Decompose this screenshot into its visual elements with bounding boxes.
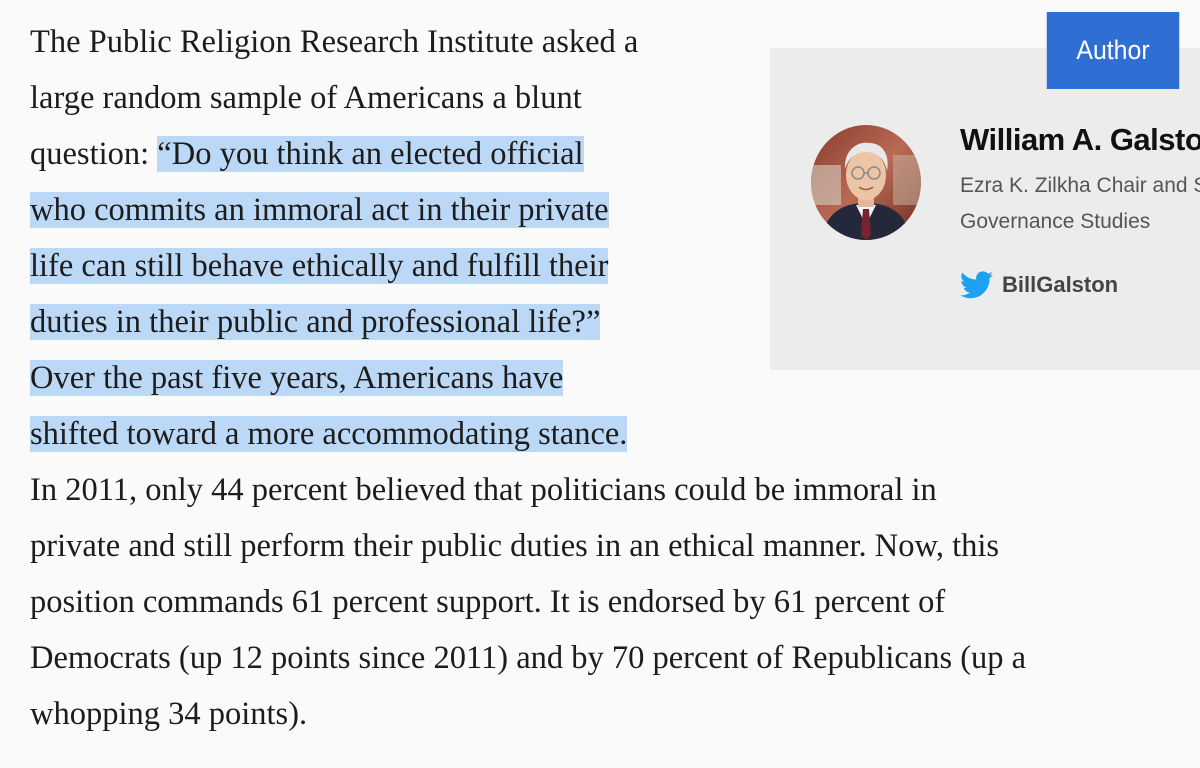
author-avatar[interactable] bbox=[811, 125, 921, 240]
selected-text[interactable]: Over the past five years, Americans have bbox=[30, 360, 564, 396]
paragraph-line: position commands 61 percent support. It… bbox=[30, 584, 946, 620]
selected-text[interactable]: shifted toward a more accommodating stan… bbox=[30, 416, 628, 452]
paragraph-line: life can still behave ethically and fulf… bbox=[30, 238, 609, 294]
paragraph-line: Democrats (up 12 points since 2011) and … bbox=[30, 640, 1027, 676]
author-photo bbox=[811, 125, 921, 240]
paragraph-line: Over the past five years, Americans have bbox=[30, 350, 564, 406]
paragraph-line: private and still perform their public d… bbox=[30, 528, 1000, 564]
selected-text[interactable]: “Do you think an elected official bbox=[157, 136, 584, 172]
paragraph-line: question: “Do you think an elected offic… bbox=[30, 126, 584, 182]
author-tab-button[interactable]: Author bbox=[1046, 12, 1180, 89]
author-department[interactable]: Governance Studies bbox=[960, 210, 1151, 233]
selected-text[interactable]: who commits an immoral act in their priv… bbox=[30, 192, 609, 228]
paragraph-line: The Public Religion Research Institute a… bbox=[30, 24, 639, 60]
paragraph-line: In 2011, only 44 percent believed that p… bbox=[30, 472, 937, 508]
author-name-link[interactable]: William A. Galston bbox=[960, 122, 1200, 157]
paragraph-text: question: bbox=[30, 136, 158, 172]
paragraph-line: whopping 34 points). bbox=[30, 696, 308, 732]
paragraph-line: large random sample of Americans a blunt bbox=[30, 80, 582, 116]
twitter-link[interactable]: BillGalston bbox=[960, 268, 1118, 302]
selected-text[interactable]: duties in their public and professional … bbox=[30, 304, 601, 340]
author-title: Ezra K. Zilkha Chair and Senior Fellow bbox=[960, 174, 1200, 197]
selected-text[interactable]: life can still behave ethically and fulf… bbox=[30, 248, 609, 284]
paragraph-line: who commits an immoral act in their priv… bbox=[30, 182, 609, 238]
twitter-handle: BillGalston bbox=[1002, 272, 1119, 297]
paragraph-line: shifted toward a more accommodating stan… bbox=[30, 406, 628, 462]
twitter-bird-icon bbox=[960, 271, 993, 299]
paragraph-line: duties in their public and professional … bbox=[30, 294, 601, 350]
